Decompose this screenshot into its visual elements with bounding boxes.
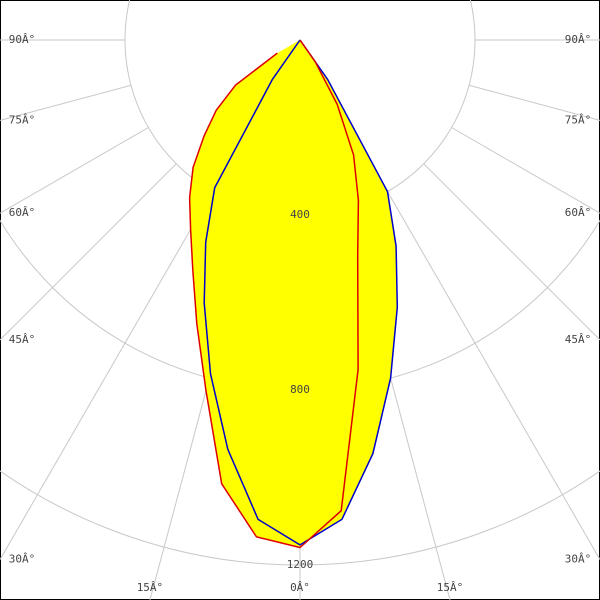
- radial-line: [423, 163, 600, 341]
- angle-label: 15Â°: [437, 581, 464, 594]
- intensity-curve: [188, 39, 360, 549]
- angle-label: 75Â°: [9, 113, 36, 126]
- radial-line: [0, 163, 177, 341]
- angle-label: 60Â°: [9, 206, 36, 219]
- radial-line: [0, 84, 132, 121]
- radial-line: [468, 84, 600, 121]
- angle-label: 30Â°: [565, 553, 592, 566]
- radial-line: [451, 127, 600, 214]
- angle-label: 45Â°: [9, 333, 36, 346]
- radial-line: [0, 127, 149, 214]
- intensity-curve: [203, 39, 399, 546]
- area: [189, 40, 359, 548]
- angle-label: 0Â°: [290, 581, 310, 594]
- radial-line: [0, 191, 213, 560]
- angle-label: 15Â°: [137, 581, 164, 594]
- grid-circle: [0, 470, 600, 566]
- radial-line: [387, 191, 600, 560]
- angle-label: 90Â°: [565, 33, 592, 46]
- labels: 90Â° 75Â° 60Â° 45Â° 30Â° 15Â° 0Â° 15Â° 30Â° 45Â° 6…: [9, 33, 592, 594]
- plot: [188, 39, 399, 549]
- angle-label: 75Â°: [565, 113, 592, 126]
- radius-label: 800: [290, 383, 310, 396]
- angle-label: 90Â°: [9, 33, 36, 46]
- angle-label: 30Â°: [9, 553, 36, 566]
- radius-label: 1200: [287, 558, 314, 571]
- angle-label: 45Â°: [565, 333, 592, 346]
- angle-label: 60Â°: [565, 206, 592, 219]
- radius-label: 400: [290, 208, 310, 221]
